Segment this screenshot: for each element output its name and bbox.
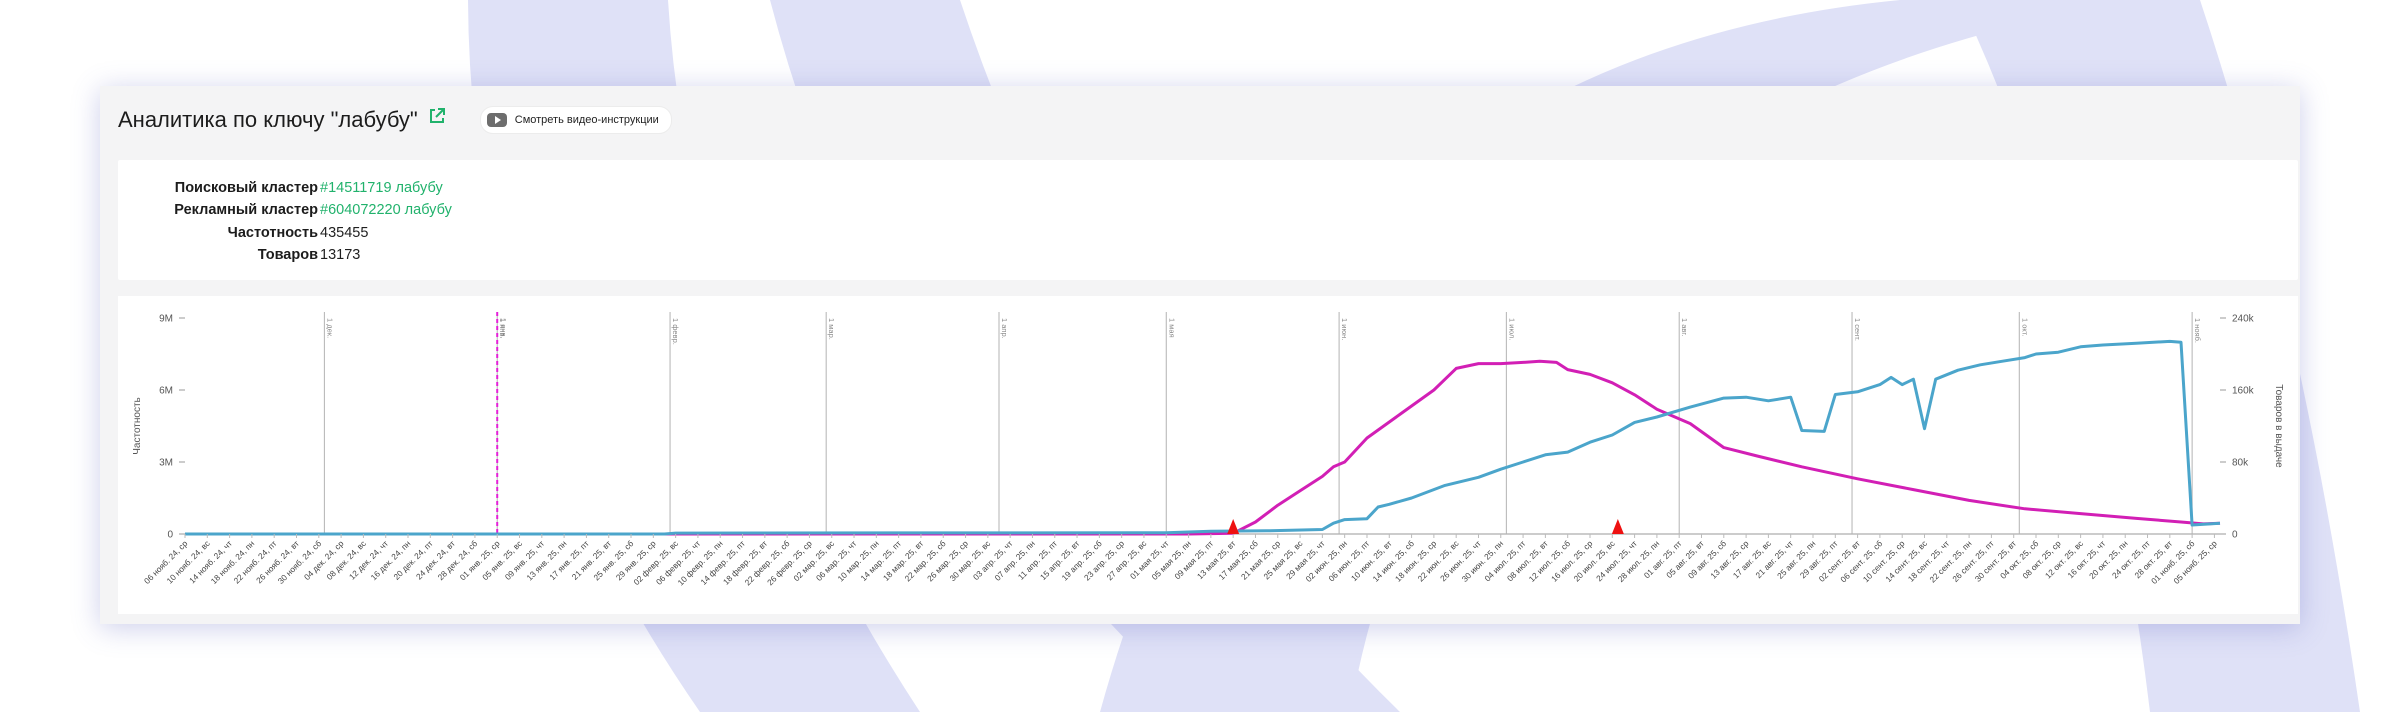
month-line-label: 1 февр. (671, 318, 680, 345)
card-header: Аналитика по ключу "лабубу" Смотреть вид… (118, 100, 672, 140)
info-panel: Поисковый кластер #14511719 лабубу Рекла… (118, 160, 2298, 280)
left-axis-tick-label: 0 (167, 530, 173, 541)
month-line-label: 1 мая (1167, 318, 1176, 338)
left-axis-tick-label: 9M (159, 314, 173, 325)
right-axis-title: Товаров в выдаче (2273, 384, 2284, 468)
right-axis-tick-label: 80k (2232, 458, 2249, 469)
info-row-ad-cluster: Рекламный кластер #604072220 лабубу (118, 200, 2298, 220)
month-line-label: 1 июл. (1507, 318, 1516, 340)
chart-panel: 0 3M 6M 9M 0 80k 160k 240k Частотность Товаров в … (118, 296, 2298, 614)
month-line-label: 1 дек. (325, 318, 334, 338)
products-value: 13173 (320, 247, 361, 263)
right-axis-tick-label: 160k (2232, 386, 2255, 397)
month-line-label: 1 авг. (1680, 318, 1689, 336)
analytics-chart[interactable]: 0 3M 6M 9M 0 80k 160k 240k Частотность Товаров в … (118, 296, 2298, 614)
products-series-line (185, 339, 2221, 536)
frequency-series-line (185, 359, 2221, 536)
month-line-label: 1 сент. (1853, 318, 1862, 341)
info-row-frequency: Частотность 435455 (118, 223, 2298, 243)
info-label: Частотность (227, 225, 318, 241)
search-cluster-link[interactable]: #14511719 лабубу (320, 180, 443, 196)
event-marker (1611, 519, 1624, 534)
current-date-label: 1 янв. (499, 318, 508, 339)
month-line-label: 1 апр. (1000, 318, 1009, 339)
event-marker (1227, 519, 1240, 534)
month-line-label: 1 июн. (1340, 318, 1349, 340)
left-axis-tick-label: 3M (159, 458, 173, 469)
analytics-card: Аналитика по ключу "лабубу" Смотреть вид… (100, 86, 2300, 624)
page-title: Аналитика по ключу "лабубу" (118, 107, 418, 132)
left-axis-title: Частотность (132, 397, 143, 455)
right-axis-tick-label: 240k (2232, 314, 2255, 325)
left-axis-tick-label: 6M (159, 386, 173, 397)
month-line-label: 1 янв. (498, 318, 507, 339)
info-label: Поисковый кластер (174, 180, 318, 196)
month-line-label: 1 окт. (2020, 318, 2029, 336)
info-label: Товаров (257, 247, 318, 263)
external-link-icon[interactable] (428, 107, 446, 125)
info-row-search-cluster: Поисковый кластер #14511719 лабубу (118, 178, 2298, 198)
video-instructions-button[interactable]: Смотреть видео-инструкции (479, 106, 672, 134)
info-label: Рекламный кластер (174, 202, 318, 218)
month-line-label: 1 нояб. (2193, 318, 2202, 343)
play-icon (486, 113, 507, 127)
video-instructions-label: Смотреть видео-инструкции (514, 114, 659, 126)
month-line-label: 1 мар. (827, 318, 836, 340)
info-row-products: Товаров 13173 (118, 245, 2298, 265)
ad-cluster-link[interactable]: #604072220 лабубу (320, 202, 452, 218)
right-axis-tick-label: 0 (2232, 530, 2238, 541)
frequency-value: 435455 (320, 225, 369, 241)
